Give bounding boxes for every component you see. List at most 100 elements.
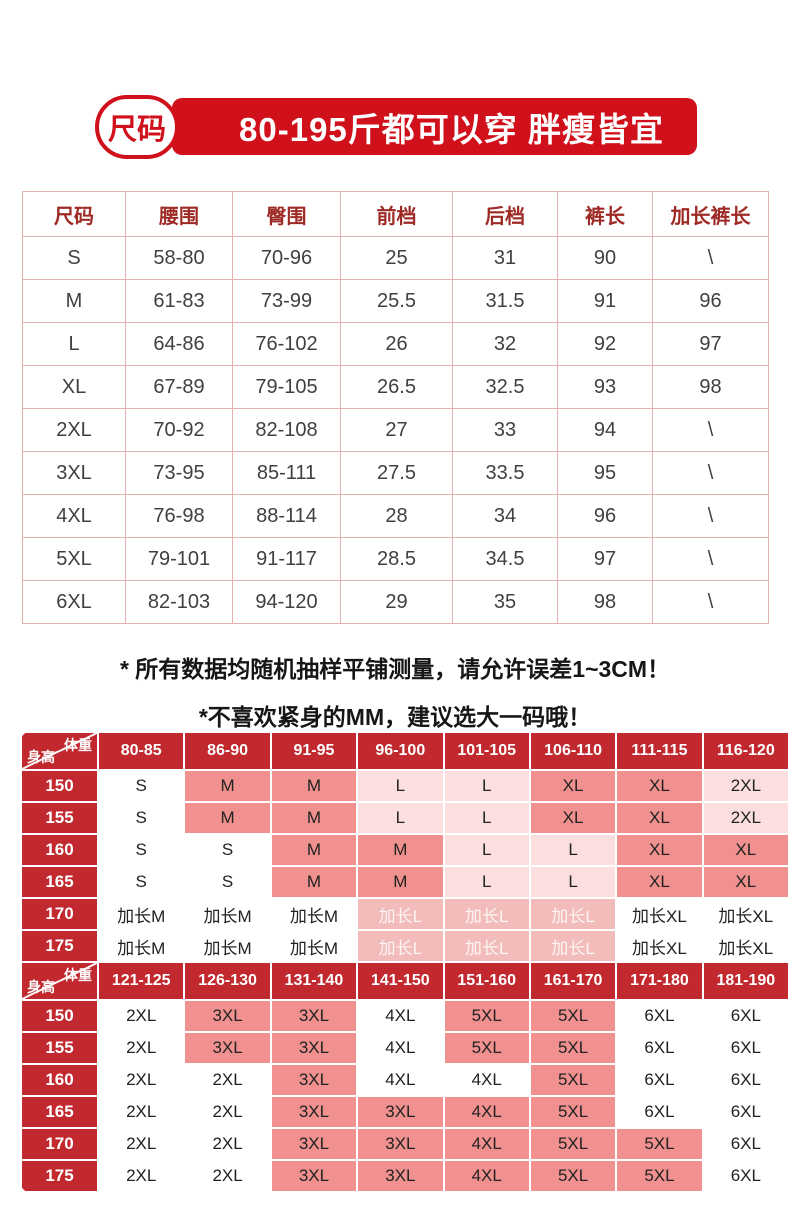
size-recommendation-cell: 5XL — [615, 1159, 704, 1193]
size-recommendation-cell: 3XL — [269, 999, 359, 1033]
size-recommendation-cell: 6XL — [615, 999, 704, 1033]
size-recommendation-cell: M — [269, 833, 359, 867]
size-recommendation-cell: 6XL — [701, 1127, 790, 1161]
size-recommendation-cell: 加长L — [528, 897, 618, 931]
size-table-cell: 35 — [452, 580, 558, 624]
size-recommendation-cell: 加长L — [528, 929, 618, 963]
size-recommendation-cell: M — [183, 769, 272, 803]
size-table-cell: 93 — [557, 365, 653, 409]
size-recommendation-cell: 5XL — [615, 1127, 704, 1161]
size-recommendation-cell: XL — [615, 833, 704, 867]
size-recommendation-cell: L — [442, 833, 531, 867]
size-table-cell: 82-103 — [125, 580, 233, 624]
size-recommendation-cell: 2XL — [96, 1063, 186, 1097]
corner-diagonal-line — [22, 963, 97, 999]
matrix-data-row: 150 2XL 3XL 3XL 4XL 5XL 5XL 6XL 6XL — [20, 999, 790, 1033]
weight-header-cell: 121-125 — [96, 961, 186, 1001]
size-recommendation-cell: L — [356, 801, 445, 835]
size-table-cell: 3XL — [22, 451, 126, 495]
size-table-cell: \ — [652, 408, 769, 452]
size-table-header-cell: 尺码 — [22, 191, 126, 237]
size-table-cell: 58-80 — [125, 236, 233, 280]
size-table-cell: 79-105 — [232, 365, 341, 409]
corner-weight-label: 体重 — [64, 967, 92, 983]
size-recommendation-cell: 4XL — [442, 1127, 531, 1161]
size-table-cell: 34.5 — [452, 537, 558, 581]
size-recommendation-cell: 4XL — [442, 1159, 531, 1193]
size-recommendation-cell: 3XL — [269, 1063, 359, 1097]
size-recommendation-cell: 加长L — [356, 897, 445, 931]
size-recommendation-cell: 5XL — [528, 1095, 618, 1129]
size-recommendation-cell: S — [96, 769, 186, 803]
size-table-cell: 31 — [452, 236, 558, 280]
banner-title: 80-195斤都可以穿 胖瘦皆宜 — [172, 98, 697, 155]
size-recommendation-cell: 5XL — [442, 999, 531, 1033]
size-table-cell: \ — [652, 537, 769, 581]
size-table-cell: 32.5 — [452, 365, 558, 409]
size-table-cell: 94 — [557, 408, 653, 452]
size-recommendation-cell: 2XL — [183, 1063, 272, 1097]
size-recommendation-cell: 6XL — [701, 999, 790, 1033]
size-recommendation-cell: 加长M — [96, 897, 186, 931]
size-recommendation-cell: 4XL — [356, 999, 445, 1033]
size-recommendation-cell: M — [183, 801, 272, 835]
size-recommendation-cell: 6XL — [615, 1031, 704, 1065]
weight-header-cell: 131-140 — [269, 961, 359, 1001]
size-recommendation-cell: 2XL — [701, 801, 790, 835]
size-table-cell: 96 — [652, 279, 769, 323]
size-table-cell: 33.5 — [452, 451, 558, 495]
size-recommendation-cell: 3XL — [356, 1127, 445, 1161]
size-table-cell: 34 — [452, 494, 558, 538]
size-table-cell: 98 — [652, 365, 769, 409]
size-recommendation-cell: XL — [701, 833, 790, 867]
matrix-data-row: 155 S M M L L XL XL 2XL — [20, 801, 790, 835]
size-recommendation-cell: M — [356, 833, 445, 867]
size-recommendation-cell: L — [528, 865, 618, 899]
size-table-cell: 27.5 — [340, 451, 453, 495]
size-recommendation-cell: 4XL — [356, 1031, 445, 1065]
size-recommendation-cell: S — [183, 833, 272, 867]
size-table-cell: 82-108 — [232, 408, 341, 452]
matrix-data-row: 160 S S M M L L XL XL — [20, 833, 790, 867]
size-recommendation-cell: 5XL — [528, 1063, 618, 1097]
size-recommendation-cell: 5XL — [528, 1031, 618, 1065]
matrix-corner-cell: 体重 身高 — [20, 731, 99, 771]
size-table-cell: 85-111 — [232, 451, 341, 495]
size-table-header-cell: 后档 — [452, 191, 558, 237]
size-recommendation-cell: 加长XL — [701, 897, 790, 931]
size-recommendation-cell: XL — [701, 865, 790, 899]
weight-header-cell: 116-120 — [701, 731, 790, 771]
height-header-cell: 150 — [20, 769, 99, 803]
size-recommendation-cell: S — [183, 865, 272, 899]
size-recommendation-cell: 2XL — [96, 1159, 186, 1193]
corner-diagonal-line — [22, 733, 97, 769]
size-recommendation-cell: 加长M — [183, 897, 272, 931]
matrix-header-row: 体重 身高 121-125 126-130 131-140 141-150 151-160 1… — [20, 961, 790, 1001]
size-recommendation-cell: 3XL — [183, 999, 272, 1033]
size-recommendation-cell: 6XL — [615, 1095, 704, 1129]
size-recommendation-cell: 4XL — [356, 1063, 445, 1097]
weight-header-cell: 91-95 — [269, 731, 359, 771]
size-recommendation-cell: 加长M — [183, 929, 272, 963]
size-recommendation-cell: 加长M — [269, 897, 359, 931]
height-header-cell: 165 — [20, 1095, 99, 1129]
size-recommendation-cell: 3XL — [269, 1159, 359, 1193]
size-recommendation-cell: 4XL — [442, 1095, 531, 1129]
size-table-cell: 2XL — [22, 408, 126, 452]
size-recommendation-cell: 6XL — [701, 1095, 790, 1129]
corner-height-label: 身高 — [27, 979, 55, 995]
size-table-body: S 58-80 70-96 25 31 90 \ M 61-83 73-99 25.5 31.5 91 9… — [22, 236, 769, 624]
matrix-data-row: 150 S M M L L XL XL 2XL — [20, 769, 790, 803]
size-recommendation-cell: 加长M — [96, 929, 186, 963]
size-table-header-cell: 加长裤长 — [652, 191, 769, 237]
size-table-row: 3XL 73-95 85-111 27.5 33.5 95 \ — [22, 451, 769, 495]
size-table-row: M 61-83 73-99 25.5 31.5 91 96 — [22, 279, 769, 323]
size-table-cell: 73-95 — [125, 451, 233, 495]
size-recommendation-cell: 3XL — [183, 1031, 272, 1065]
size-recommendation-cell: XL — [615, 801, 704, 835]
size-recommendation-cell: M — [356, 865, 445, 899]
height-header-cell: 155 — [20, 1031, 99, 1065]
size-recommendation-cell: L — [442, 801, 531, 835]
size-recommendation-cell: 加长XL — [701, 929, 790, 963]
